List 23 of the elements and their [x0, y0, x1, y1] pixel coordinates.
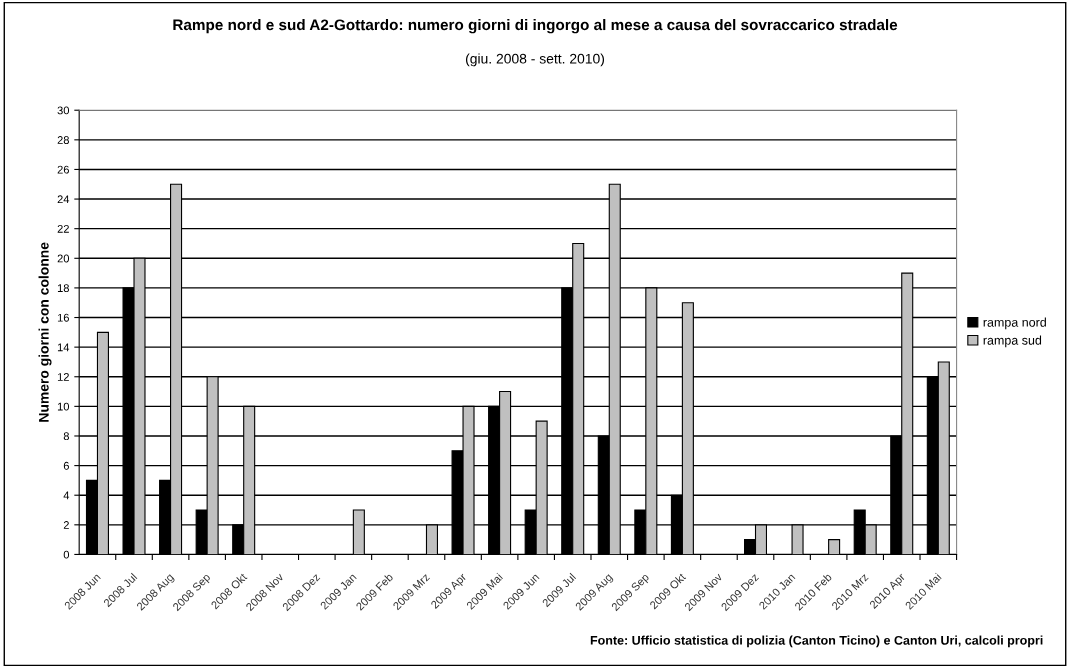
y-tick-label: 18	[57, 284, 69, 293]
chart-subtitle: (giu. 2008 - sett. 2010)	[466, 53, 605, 67]
y-tick-label: 26	[57, 165, 69, 174]
y-tick-label: 30	[57, 106, 70, 115]
y-tick-label: 2	[63, 521, 69, 529]
y-tick-label: 4	[63, 491, 70, 500]
bar	[828, 539, 841, 555]
y-tick-label: 16	[57, 313, 69, 322]
y-tick-label: 22	[57, 224, 69, 233]
y-tick-label: 14	[57, 343, 70, 352]
y-tick-label: 10	[57, 402, 70, 411]
y-tick-label: 28	[57, 136, 69, 144]
y-tick-label: 6	[63, 461, 69, 470]
y-tick-label: 24	[57, 195, 70, 204]
legend-label: rampa nord	[983, 317, 1046, 330]
y-tick-label: 0	[63, 550, 70, 559]
source-note: Fonte: Ufficio statistica di polizia (Canton Ticino) e Canton Uri, calcoli propri	[590, 635, 1043, 648]
legend-label: rampa sud	[983, 335, 1042, 348]
y-axis-title: Numero giorni con colonne	[38, 242, 52, 422]
y-tick-label: 8	[63, 432, 69, 441]
y-tick-label: 12	[57, 373, 69, 381]
y-tick-label: 20	[57, 254, 70, 263]
chart-title: Rampe nord e sud A2-Gottardo: numero giorni di ingorgo al mese a causa del sovraccarico stradale	[173, 18, 898, 34]
